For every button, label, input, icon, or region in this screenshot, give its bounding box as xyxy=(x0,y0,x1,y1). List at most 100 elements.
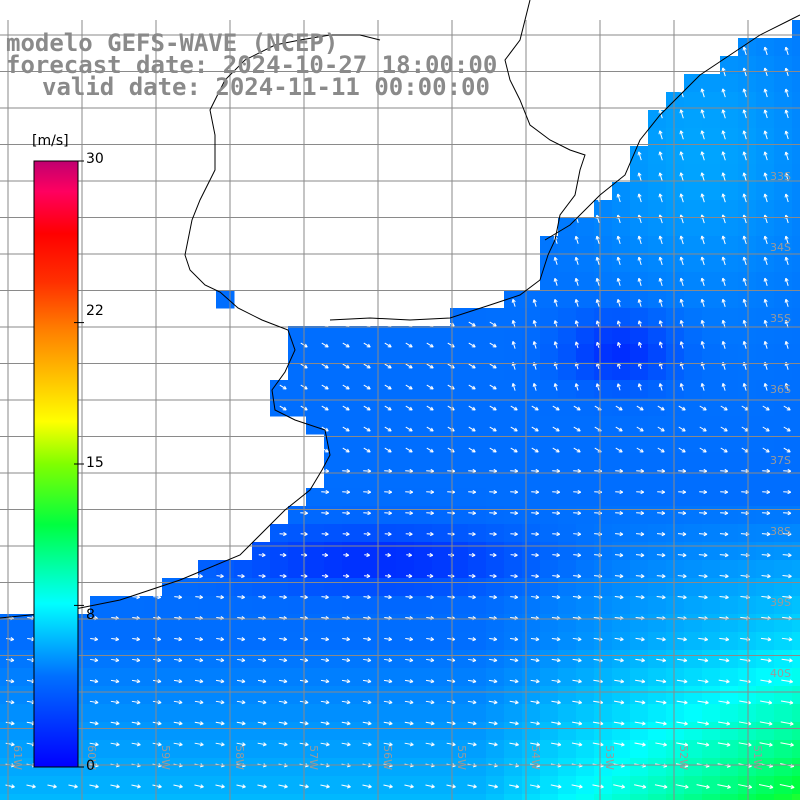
wind-cell xyxy=(792,290,800,309)
wind-cell xyxy=(540,506,559,525)
wind-cell xyxy=(558,704,577,723)
wind-cell xyxy=(504,344,523,363)
wind-cell xyxy=(126,776,145,795)
wind-cell xyxy=(594,650,613,669)
wind-cell xyxy=(504,668,523,687)
wind-cell xyxy=(648,380,667,399)
wind-cell xyxy=(648,218,667,237)
wind-cell xyxy=(594,272,613,291)
wind-cell xyxy=(504,488,523,507)
wind-cell xyxy=(126,794,145,800)
wind-cell xyxy=(216,650,235,669)
wind-cell xyxy=(342,524,361,543)
wind-cell xyxy=(396,578,415,597)
wind-cell xyxy=(378,794,397,800)
wind-cell xyxy=(630,542,649,561)
lon-label: 51W xyxy=(751,745,764,770)
wind-cell xyxy=(792,218,800,237)
wind-cell xyxy=(612,704,631,723)
wind-cell xyxy=(684,182,703,201)
wind-cell xyxy=(540,632,559,651)
wind-cell xyxy=(702,668,721,687)
wind-cell xyxy=(468,632,487,651)
wind-cell xyxy=(666,704,685,723)
wind-cell xyxy=(630,578,649,597)
wind-cell xyxy=(666,650,685,669)
wind-cell xyxy=(486,326,505,345)
wind-cell xyxy=(378,488,397,507)
lon-label: 61W xyxy=(11,745,24,770)
wind-cell xyxy=(414,614,433,633)
wind-cell xyxy=(252,704,271,723)
wind-cell xyxy=(342,650,361,669)
wind-cell xyxy=(468,650,487,669)
wind-cell xyxy=(396,722,415,741)
wind-cell xyxy=(270,704,289,723)
wind-cell xyxy=(468,794,487,800)
wind-cell xyxy=(36,794,55,800)
wind-cell xyxy=(720,488,739,507)
wind-cell xyxy=(612,254,631,273)
wind-cell xyxy=(162,722,181,741)
wind-cell xyxy=(666,452,685,471)
wind-cell xyxy=(756,704,775,723)
wind-cell xyxy=(270,758,289,777)
wind-cell xyxy=(630,344,649,363)
wind-cell xyxy=(684,164,703,183)
wind-cell xyxy=(126,650,145,669)
wind-cell xyxy=(432,416,451,435)
wind-cell xyxy=(648,704,667,723)
wind-cell xyxy=(360,794,379,800)
wind-cell xyxy=(558,758,577,777)
wind-cell xyxy=(774,128,793,147)
wind-cell xyxy=(486,668,505,687)
wind-cell xyxy=(324,362,343,381)
wind-cell xyxy=(522,542,541,561)
wind-cell xyxy=(324,416,343,435)
wind-cell xyxy=(684,308,703,327)
wind-cell xyxy=(594,380,613,399)
wind-cell xyxy=(162,668,181,687)
wind-cell xyxy=(558,668,577,687)
wind-cell xyxy=(774,794,793,800)
wind-cell xyxy=(72,794,91,800)
wind-cell xyxy=(414,740,433,759)
wind-cell xyxy=(522,290,541,309)
wind-cell xyxy=(378,542,397,561)
wind-cell xyxy=(414,542,433,561)
wind-cell xyxy=(612,452,631,471)
wind-cell xyxy=(756,542,775,561)
wind-cell xyxy=(522,704,541,723)
wind-cell xyxy=(648,290,667,309)
wind-cell xyxy=(126,632,145,651)
wind-cell xyxy=(432,758,451,777)
wind-cell xyxy=(684,452,703,471)
wind-cell xyxy=(684,74,703,93)
wind-cell xyxy=(720,506,739,525)
wind-cell xyxy=(666,794,685,800)
wind-cell xyxy=(558,488,577,507)
wind-cell xyxy=(558,272,577,291)
wind-cell xyxy=(378,380,397,399)
wind-cell xyxy=(342,488,361,507)
wind-cell xyxy=(648,308,667,327)
wind-cell xyxy=(198,632,217,651)
wind-cell xyxy=(486,758,505,777)
wind-cell xyxy=(540,668,559,687)
wind-cell xyxy=(360,452,379,471)
wind-cell xyxy=(648,668,667,687)
wind-cell xyxy=(792,668,800,687)
wind-cell xyxy=(522,326,541,345)
wind-cell xyxy=(720,758,739,777)
wind-cell xyxy=(738,362,757,381)
wind-cell xyxy=(342,632,361,651)
wind-cell xyxy=(432,344,451,363)
wind-cell xyxy=(558,416,577,435)
wind-cell xyxy=(576,290,595,309)
ocean-field xyxy=(0,20,800,800)
wind-cell xyxy=(414,722,433,741)
wind-cell xyxy=(144,668,163,687)
wind-cell xyxy=(558,344,577,363)
wind-cell xyxy=(504,740,523,759)
